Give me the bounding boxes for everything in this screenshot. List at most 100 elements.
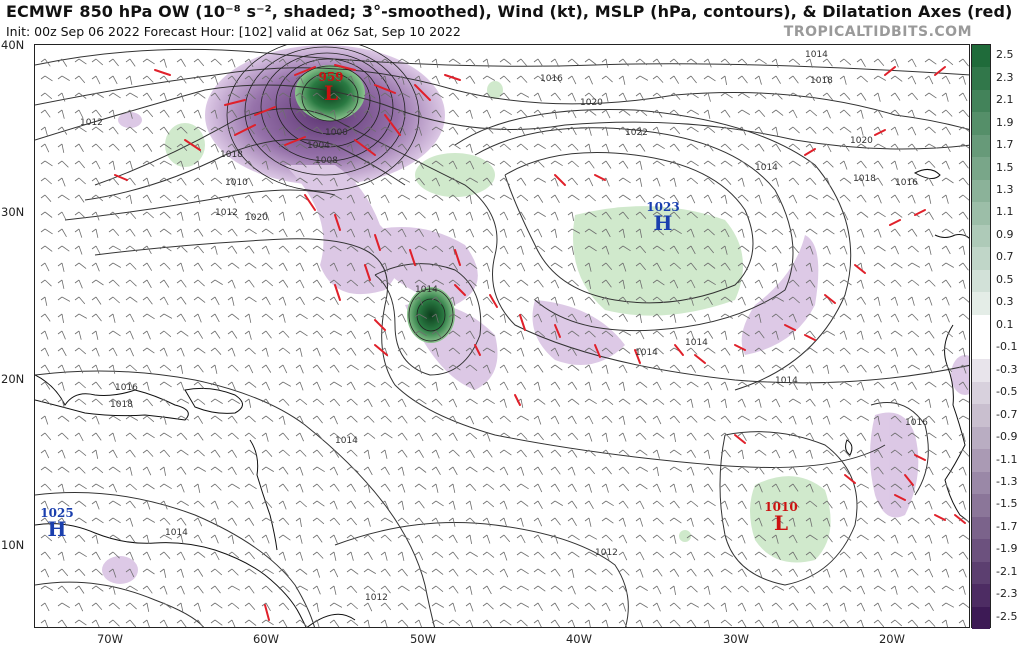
wind-barb-flag [91, 296, 97, 301]
wind-barb-flag [584, 143, 590, 148]
wind-barb-flag [873, 449, 879, 454]
wind-barb-flag [91, 109, 97, 114]
wind-barb-flag [941, 500, 947, 505]
wind-barb-flag [652, 194, 658, 199]
wind-barb [639, 602, 648, 608]
wind-barb-flag [703, 364, 709, 369]
wind-barb-flag [278, 398, 284, 403]
wind-barb-flag [40, 160, 46, 165]
wind-barb [248, 160, 255, 169]
wind-barb-flag [771, 92, 777, 97]
wind-barb-flag [601, 347, 607, 352]
wind-barb-flag [40, 177, 46, 182]
wind-barb [214, 160, 219, 170]
wind-barb [809, 568, 814, 578]
colorbar-segment [972, 539, 990, 563]
wind-barb-flag [907, 92, 913, 97]
wind-barb-flag [686, 126, 692, 131]
wind-barb-flag [108, 211, 114, 216]
wind-barb [180, 347, 185, 357]
wind-barb-flag [295, 381, 301, 386]
wind-barb [95, 432, 102, 441]
wind-barb [707, 534, 716, 541]
wind-barb-flag [159, 432, 165, 437]
wind-barb-flag [244, 364, 250, 369]
wind-barb [860, 279, 864, 289]
wind-barb-flag [482, 58, 488, 63]
wind-barb [503, 364, 509, 374]
wind-barb-flag [329, 160, 335, 165]
wind-barb [537, 126, 544, 135]
wind-barb [588, 126, 592, 136]
wind-barb-flag [805, 381, 811, 386]
wind-barb-flag [312, 296, 318, 301]
wind-barb [95, 330, 99, 340]
wind-barb-flag [91, 279, 97, 284]
wind-barb [588, 432, 593, 442]
wind-barb [537, 58, 544, 67]
wind-barb-flag [635, 228, 641, 233]
wind-barb [877, 483, 886, 490]
wind-barb-flag [533, 160, 539, 165]
wind-barb-flag [873, 330, 879, 335]
wind-barb-flag [635, 568, 641, 573]
wind-barb-flag [499, 398, 505, 403]
wind-barb-flag [754, 534, 760, 539]
wind-barb [486, 398, 495, 405]
wind-barb [520, 109, 528, 117]
wind-barb-flag [159, 517, 165, 522]
wind-barb-flag [771, 228, 777, 233]
wind-barb-flag [40, 551, 46, 556]
wind-barb-flag [635, 381, 641, 386]
wind-barb [707, 177, 715, 185]
wind-barb-flag [108, 568, 114, 573]
wind-barb-flag [737, 602, 743, 607]
wind-barb [367, 466, 373, 476]
wind-barb [860, 177, 865, 187]
wind-barb-flag [686, 619, 692, 624]
wind-barb [435, 347, 439, 357]
wind-barb-flag [771, 296, 777, 301]
wind-barb-flag [890, 364, 896, 369]
wind-barb [469, 109, 473, 119]
wind-barb [316, 160, 322, 169]
wind-barb [129, 75, 133, 85]
wind-barb [571, 483, 577, 492]
wind-barb [758, 483, 763, 493]
wind-barb [333, 602, 343, 608]
wind-barb-flag [278, 160, 284, 165]
wind-barb [690, 415, 698, 423]
wind-barb-flag [737, 551, 743, 556]
wind-barb-flag [278, 177, 284, 182]
wind-barb-flag [907, 296, 913, 301]
wind-barb [146, 126, 154, 135]
wind-barb [690, 432, 697, 441]
wind-barb-flag [635, 262, 641, 267]
wind-barb [605, 517, 614, 524]
wind-barb-flag [788, 126, 794, 131]
wind-barb [180, 432, 188, 440]
wind-barb [962, 211, 969, 220]
wind-barb [571, 585, 576, 595]
wind-barb [809, 228, 818, 235]
wind-barb [571, 313, 578, 322]
wind-barb [248, 245, 255, 254]
wind-barb-flag [261, 143, 267, 148]
wind-barb-flag [618, 551, 624, 556]
wind-barb-flag [159, 568, 165, 573]
wind-barb [707, 58, 712, 68]
wind-barb [469, 58, 476, 67]
wind-barb-flag [533, 313, 539, 318]
wind-barb [775, 568, 783, 577]
wind-barb-flag [465, 126, 471, 131]
wind-barb-flag [533, 194, 539, 199]
wind-barb-flag [108, 177, 114, 182]
wind-barb-flag [856, 92, 862, 97]
wind-barb-flag [193, 619, 199, 624]
wind-barb [860, 364, 867, 373]
wind-barb [214, 449, 221, 458]
wind-barb-flag [652, 602, 658, 607]
wind-barb [146, 262, 153, 271]
wind-barb [231, 194, 237, 204]
wind-barb [95, 517, 104, 524]
